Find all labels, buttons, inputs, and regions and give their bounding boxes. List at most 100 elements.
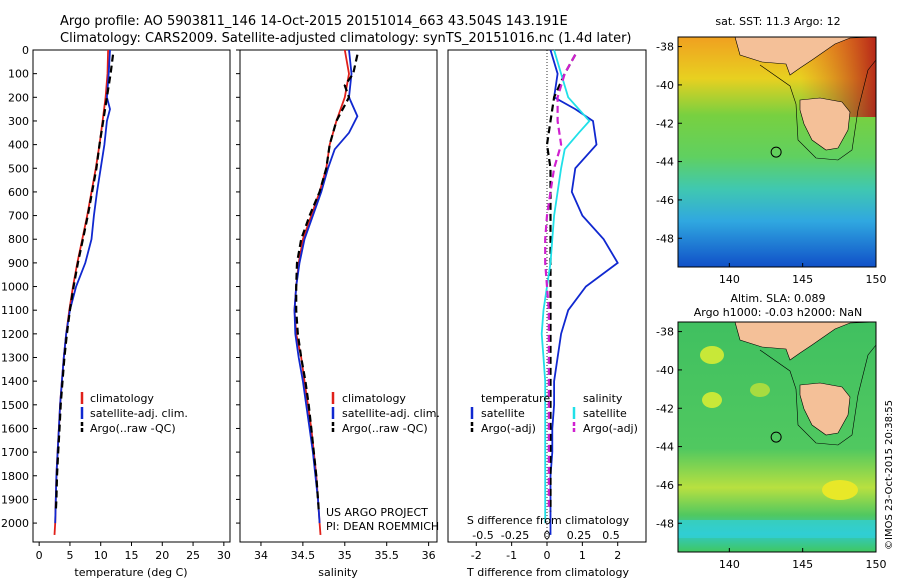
series-line-temperature-satellite: [549, 49, 619, 535]
longitude-tick-label: 150: [866, 273, 887, 286]
depth-tick-label: 200: [8, 91, 29, 104]
salinity-series: [293, 49, 359, 535]
sla-map-frame: [677, 321, 877, 553]
temperature-difference-legend: temperature satellite Argo(-adj): [470, 392, 550, 435]
legend-t-satellite-label: satellite: [481, 407, 525, 420]
s-difference-tick-label: 0: [544, 529, 551, 542]
argo-position-marker: [770, 146, 782, 158]
depth-tick-label: 1200: [1, 328, 29, 341]
salinity-difference-legend: salinity satellite Argo(-adj): [572, 392, 638, 435]
sla-map-title: Altim. SLA: 0.089: [730, 292, 825, 305]
temperature-panel: 0100200300400500600700800900100011001200…: [1, 44, 240, 579]
temperature-plot-frame: [32, 49, 231, 543]
depth-tick-label: 400: [8, 139, 29, 152]
shelf-contour: [759, 59, 877, 161]
difference-series: [540, 49, 619, 535]
salinity-legend: climatology satellite-adj. clim. Argo(..…: [331, 392, 440, 435]
temperature-axis-label: temperature (deg C): [74, 566, 187, 579]
series-line-climatology: [53, 49, 109, 535]
depth-axis: 0 100 200 300 400 500 600 700 800 900 1000 1100 1200…: [1, 44, 240, 530]
longitude-tick-label: 145: [792, 273, 813, 286]
temperature-tick-label: 25: [186, 549, 200, 562]
latitude-tick-label: -44: [656, 441, 674, 454]
sla-high-anomaly: [702, 392, 722, 408]
latitude-tick-label: -48: [656, 232, 674, 245]
depth-tick-label: 0: [22, 44, 29, 57]
depth-tick-label: 100: [8, 68, 29, 81]
salinity-tick-label: 35.5: [374, 549, 399, 562]
legend-t-argo-label: Argo(-adj): [481, 422, 536, 435]
legend-temperature-heading: temperature: [481, 392, 550, 405]
longitude-tick-label: 140: [719, 273, 740, 286]
s-difference-tick-label: 0.5: [602, 529, 620, 542]
latitude-tick-label: -38: [656, 41, 674, 54]
project-label: US ARGO PROJECT: [326, 506, 428, 519]
depth-tick-label: 1100: [1, 304, 29, 317]
t-difference-tick-label: -1: [506, 549, 517, 562]
salinity-tick-label: 35: [338, 549, 352, 562]
sla-low-band: [678, 520, 876, 538]
depth-tick-label: 1300: [1, 352, 29, 365]
series-line-satellite-adj-clim-: [293, 49, 359, 524]
t-difference-tick-label: -2: [471, 549, 482, 562]
s-difference-tick-label: -0.5: [472, 529, 493, 542]
temperature-tick-label: 20: [155, 549, 169, 562]
temperature-tick-label: 5: [66, 549, 73, 562]
sla-high-anomaly: [750, 383, 770, 397]
depth-tick-label: 1000: [1, 281, 29, 294]
latitude-tick-label: -40: [656, 364, 674, 377]
salinity-tick-label: 34.5: [291, 549, 316, 562]
mainland-australia: [734, 321, 877, 361]
salinity-tick-label: 36: [422, 549, 436, 562]
depth-tick-label: 1700: [1, 446, 29, 459]
longitude-tick-label: 140: [719, 558, 740, 571]
temperature-axis: 0 5 10 15 20 25 30: [36, 542, 231, 562]
s-difference-axis: -0.5 -0.25 0 0.25 0.5: [472, 529, 619, 542]
figure-subtitle: Climatology: CARS2009. Satellite-adjuste…: [60, 31, 632, 46]
temperature-tick-label: 15: [125, 549, 139, 562]
salinity-axis: 34 34.5 35 35.5 36: [254, 542, 436, 562]
depth-tick-label: 1600: [1, 422, 29, 435]
latitude-tick-label: -46: [656, 479, 674, 492]
s-difference-axis-label: S difference from climatology: [467, 514, 630, 527]
legend-climatology-label: climatology: [342, 392, 406, 405]
temperature-tick-label: 10: [94, 549, 108, 562]
legend-argo-label: Argo(..raw -QC): [342, 422, 428, 435]
depth-tick-label: 1500: [1, 399, 29, 412]
depth-tick-label: 1900: [1, 493, 29, 506]
sst-map-title: sat. SST: 11.3 Argo: 12: [715, 15, 840, 28]
series-line-argo-raw-qc-: [295, 54, 359, 512]
legend-salinity-heading: salinity: [583, 392, 623, 405]
temperature-tick-label: 30: [217, 549, 231, 562]
sla-high-anomaly: [700, 346, 724, 364]
series-line-temperature-argo-adj-: [545, 54, 577, 512]
depth-tick-label: 300: [8, 115, 29, 128]
depth-tick-label: 500: [8, 162, 29, 175]
t-difference-axis: -2 -1 0 1 2: [471, 542, 621, 562]
imos-credit: ©IMOS 23-Oct-2015 20:38:55: [884, 400, 895, 550]
longitude-tick-label: 145: [792, 558, 813, 571]
latitude-tick-label: -48: [656, 517, 674, 530]
legend-satellite-label: satellite-adj. clim.: [342, 407, 440, 420]
legend-argo-label: Argo(..raw -QC): [90, 422, 176, 435]
depth-tick-label: 900: [8, 257, 29, 270]
tasmania: [799, 382, 851, 436]
sla-map: Altim. SLA: 0.089 Argo h1000: -0.03 h200…: [656, 292, 886, 571]
depth-tick-label: 1400: [1, 375, 29, 388]
legend-s-satellite-label: satellite: [583, 407, 627, 420]
depth-tick-label: 700: [8, 210, 29, 223]
series-line-argo-raw-qc-: [54, 54, 115, 512]
latitude-tick-label: -38: [656, 326, 674, 339]
legend-satellite-label: satellite-adj. clim.: [90, 407, 188, 420]
mainland-australia: [734, 36, 877, 76]
t-difference-axis-label: T difference from climatology: [466, 566, 629, 579]
legend-s-argo-label: Argo(-adj): [583, 422, 638, 435]
sst-map-frame: [677, 36, 877, 268]
t-difference-tick-label: 0: [544, 549, 551, 562]
sla-map-subtitle: Argo h1000: -0.03 h2000: NaN: [694, 306, 863, 319]
latitude-tick-label: -44: [656, 156, 674, 169]
series-line-salinity-satellite: [540, 49, 591, 524]
latitude-tick-label: -40: [656, 79, 674, 92]
s-difference-tick-label: -0.25: [501, 529, 529, 542]
